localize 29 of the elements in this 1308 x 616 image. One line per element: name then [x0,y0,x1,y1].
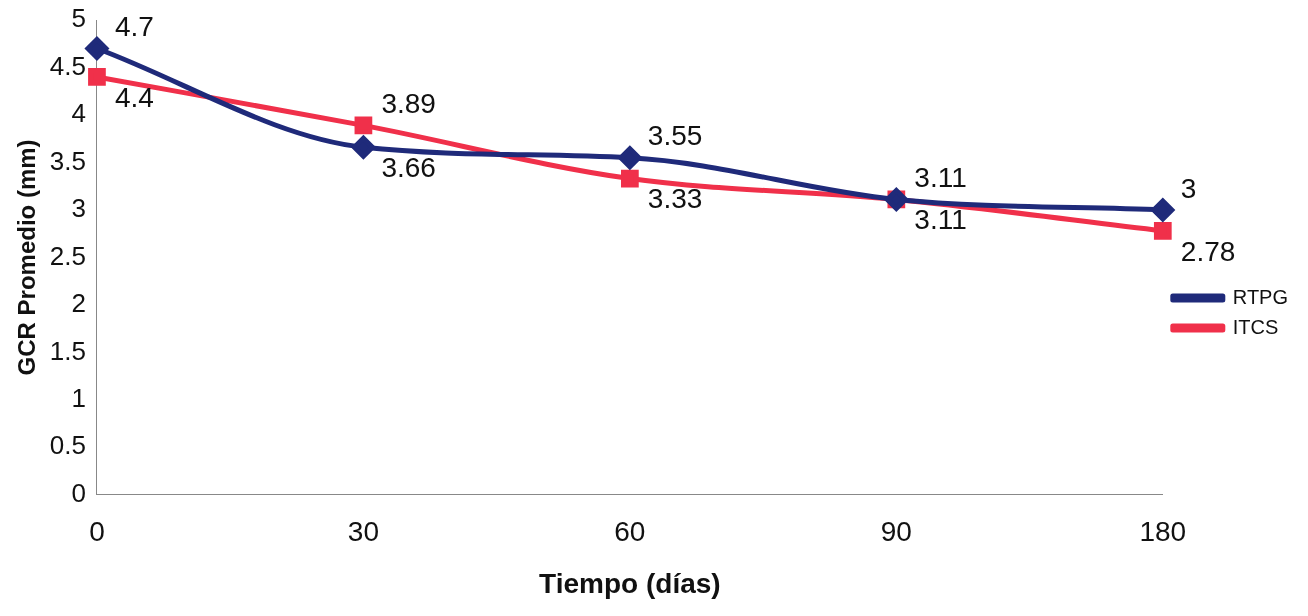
y-tick-label: 4.5 [49,50,86,81]
data-label: 2.78 [1180,235,1236,267]
data-label: 3.55 [647,120,703,152]
x-tick-label: 30 [347,516,379,548]
y-tick-label: 3 [71,193,86,224]
y-tick-label: 1 [71,383,86,414]
data-label: 3.66 [381,151,436,183]
data-label: 4.4 [114,81,154,113]
y-tick-label: 1.5 [49,335,86,366]
x-tick-label: 90 [880,516,912,548]
data-label: 3 [1180,172,1197,204]
legend-label: ITCS [1232,315,1279,338]
data-label: 3.11 [914,204,967,236]
y-tick-label: 0 [71,477,86,508]
x-axis-title: Tiempo (días) [539,567,721,599]
y-tick-label: 0.5 [49,430,86,461]
y-axis-title: GCR Promedio (mm) [13,139,41,376]
x-tick-label: 60 [614,516,646,548]
y-tick-label: 5 [71,3,86,34]
x-tick-label: 180 [1139,516,1187,548]
y-tick-label: 2.5 [49,240,86,271]
data-label: 3.89 [381,88,436,120]
y-tick-label: 4 [71,98,86,129]
data-label: 3.11 [914,162,967,194]
legend-label: RTPG [1232,285,1289,308]
data-label: 4.7 [114,11,154,43]
y-tick-label: 2 [71,288,86,319]
y-tick-label: 3.5 [49,145,86,176]
data-label: 3.33 [647,183,703,215]
